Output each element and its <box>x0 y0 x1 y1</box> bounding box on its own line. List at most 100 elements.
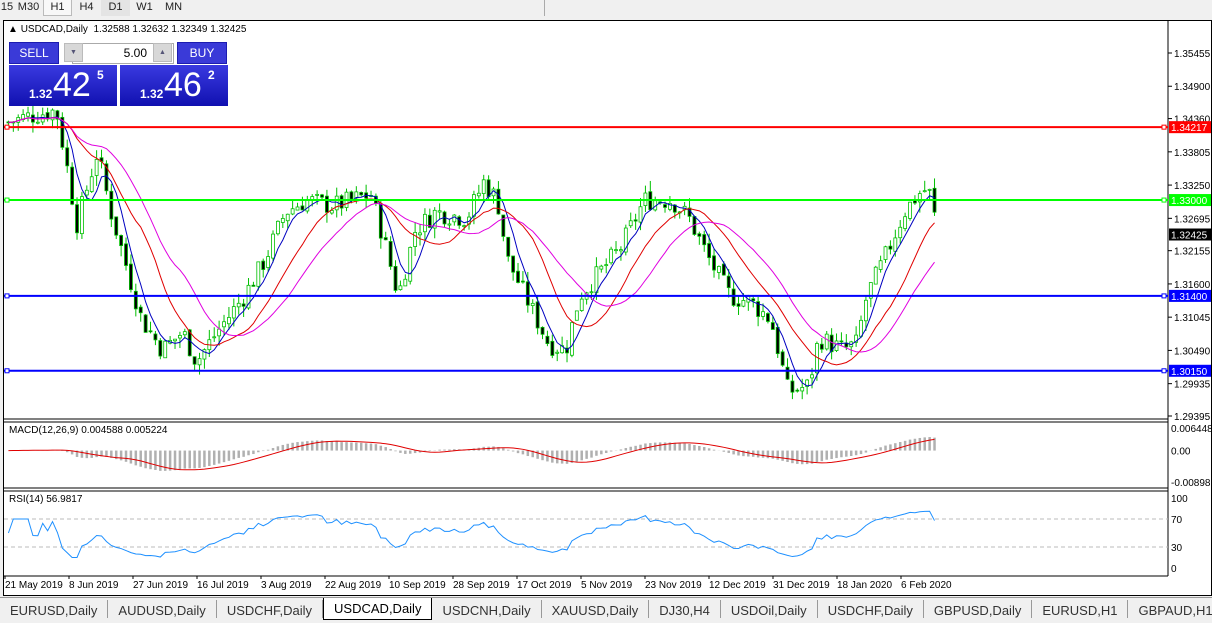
chart-tab[interactable]: AUDUSD,Daily <box>108 600 217 618</box>
candle <box>927 188 932 191</box>
candle <box>325 195 329 213</box>
lot-size-input[interactable]: 5.00 <box>72 43 174 64</box>
candle <box>427 214 432 228</box>
candle <box>476 192 481 197</box>
candle <box>70 166 75 205</box>
candle <box>329 210 334 214</box>
chart-tab[interactable]: GBPAUD,H1 <box>1128 600 1212 618</box>
candle <box>589 291 594 294</box>
timeframe-15[interactable]: 15 <box>0 1 14 13</box>
candle <box>129 263 133 291</box>
candle <box>614 249 618 252</box>
candle <box>819 343 824 350</box>
chart-tab[interactable]: DJ30,H4 <box>649 600 721 618</box>
lot-increase-icon[interactable]: ▲ <box>153 43 172 62</box>
timeframe-h4[interactable]: H4 <box>79 1 94 13</box>
candle <box>158 340 163 357</box>
candle <box>903 216 908 229</box>
candle <box>628 220 633 227</box>
candle <box>432 209 437 229</box>
line-handle <box>4 368 10 374</box>
candle <box>55 110 60 120</box>
candle <box>80 196 84 235</box>
chart-tab[interactable]: USDCHF,Daily <box>818 600 924 618</box>
candle <box>222 321 226 328</box>
chart-tab[interactable]: USDCAD,Daily <box>323 598 433 620</box>
candles <box>6 104 937 400</box>
macd-tick-label: 0.006448 <box>1171 424 1212 435</box>
one-click-trading-panel: SELL BUY 5.00 ▼ ▲ 1.32 42 5 1.32 46 2 <box>9 42 228 106</box>
candle <box>540 326 545 335</box>
collapse-triangle-icon[interactable]: ▲ <box>8 24 18 35</box>
candle <box>702 234 707 246</box>
lot-decrease-icon[interactable]: ▼ <box>64 43 83 62</box>
timeframe-w1[interactable]: W1 <box>136 1 153 13</box>
buy-button[interactable]: BUY <box>177 42 227 64</box>
macd-label: MACD(12,26,9) 0.004588 0.005224 <box>9 425 168 436</box>
hline-price-label: 1.34217 <box>1171 123 1208 134</box>
sell-price-prefix: 1.32 <box>29 87 53 101</box>
candle <box>124 243 128 266</box>
chart-tab[interactable]: GBPUSD,Daily <box>924 600 1033 618</box>
chart-tab[interactable]: USDCHF,Daily <box>217 600 324 618</box>
candle <box>521 280 525 283</box>
line-handle <box>4 197 10 203</box>
price-tick-label: 1.33805 <box>1174 148 1211 159</box>
candle <box>888 245 893 250</box>
chart-window[interactable] <box>3 20 1212 596</box>
timeframe-m30[interactable]: M30 <box>17 1 40 13</box>
sell-price[interactable]: 1.32 42 5 <box>9 65 117 106</box>
candle <box>761 311 765 317</box>
hline-price-label: 1.31400 <box>1171 292 1208 303</box>
timeframe-h1[interactable]: H1 <box>43 0 72 16</box>
candle <box>579 298 584 311</box>
candle <box>187 329 192 357</box>
candle <box>138 306 143 314</box>
date-tick-label: 23 Nov 2019 <box>645 580 702 591</box>
candle <box>864 299 868 322</box>
candle <box>594 266 599 294</box>
candle <box>717 266 721 273</box>
candle <box>393 265 398 291</box>
date-tick-label: 16 Jul 2019 <box>197 580 249 591</box>
chart-tab[interactable]: EURUSD,H1 <box>1032 600 1129 618</box>
candle <box>726 275 731 289</box>
candle <box>413 232 418 247</box>
candle <box>839 340 844 343</box>
candle <box>570 322 574 356</box>
timeframe-d1[interactable]: D1 <box>101 0 130 16</box>
candle <box>506 236 511 257</box>
chart-header: ▲ USDCAD,Daily 1.32588 1.32632 1.32349 1… <box>8 24 246 35</box>
candle <box>790 380 795 393</box>
candle <box>501 214 506 237</box>
chart-tab[interactable]: USDOil,Daily <box>721 600 818 618</box>
candle <box>697 233 702 237</box>
candle <box>315 193 320 196</box>
date-tick-label: 27 Jun 2019 <box>133 580 188 591</box>
date-tick-label: 31 Dec 2019 <box>773 580 830 591</box>
candle <box>65 147 70 167</box>
candle <box>423 213 427 233</box>
candle <box>756 301 761 317</box>
chart-tab[interactable]: XAUUSD,Daily <box>542 600 650 618</box>
timeframe-toolbar: 15 M30 H1 H4 D1 W1 MN <box>0 0 545 16</box>
candle <box>604 264 609 267</box>
line-handle <box>4 124 10 130</box>
buy-price-prefix: 1.32 <box>140 87 164 101</box>
candle <box>780 351 785 366</box>
candle <box>227 317 231 325</box>
candle <box>94 159 99 176</box>
candle <box>173 338 177 342</box>
timeframe-mn[interactable]: MN <box>164 1 183 13</box>
price-tick-label: 1.29395 <box>1174 412 1211 423</box>
buy-price[interactable]: 1.32 46 2 <box>120 65 228 106</box>
line-handle <box>1161 368 1167 374</box>
chart-canvas[interactable]: 1.354551.349001.343601.338051.332501.326… <box>0 0 1212 600</box>
chart-tab[interactable]: EURUSD,Daily <box>0 600 109 618</box>
buy-price-pips: 46 <box>164 66 202 104</box>
candle <box>447 223 452 226</box>
sell-button[interactable]: SELL <box>9 42 59 64</box>
candle <box>398 285 403 291</box>
chart-tab[interactable]: USDCNH,Daily <box>432 600 542 618</box>
candle <box>462 225 467 228</box>
